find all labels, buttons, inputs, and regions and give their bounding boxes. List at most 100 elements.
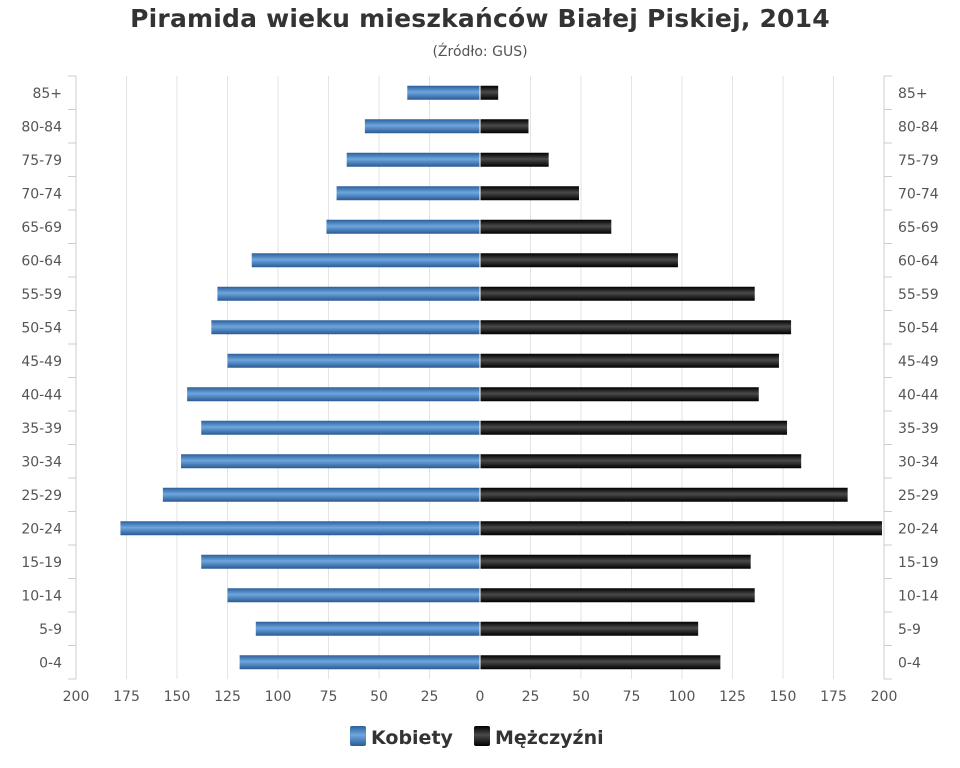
category-label-left: 45-49 xyxy=(21,354,62,370)
category-label-right: 10-14 xyxy=(898,588,939,604)
bar-kobiety[interactable] xyxy=(336,186,480,201)
bar-kobiety[interactable] xyxy=(201,420,481,435)
tick-labels: 200 175 150 125 100 75 50 25 0 25 50 75 100 125 150 175… xyxy=(21,86,938,705)
x-tick-label: 100 xyxy=(669,689,696,705)
category-label-left: 10-14 xyxy=(21,588,62,604)
category-label-left: 65-69 xyxy=(21,220,62,236)
category-label-left: 50-54 xyxy=(21,320,62,336)
legend[interactable]: Kobiety Mężczyźni xyxy=(350,726,604,749)
bar-kobiety[interactable] xyxy=(211,320,480,335)
category-label-left: 5-9 xyxy=(39,622,62,638)
category-label-right: 55-59 xyxy=(898,287,939,303)
legend-label: Mężczyźni xyxy=(495,727,604,749)
legend-swatch xyxy=(350,726,366,746)
category-label-right: 40-44 xyxy=(898,387,939,403)
category-label-right: 50-54 xyxy=(898,320,939,336)
x-tick-label: 100 xyxy=(265,689,292,705)
bar-mezczyzni[interactable] xyxy=(480,554,751,569)
bar-mezczyzni[interactable] xyxy=(480,521,882,536)
x-tick-label: 150 xyxy=(164,689,191,705)
category-label-left: 25-29 xyxy=(21,488,62,504)
bar-kobiety[interactable] xyxy=(346,152,480,167)
axes xyxy=(68,75,892,680)
category-label-left: 55-59 xyxy=(21,287,62,303)
category-label-right: 20-24 xyxy=(898,521,939,537)
bars xyxy=(120,76,882,679)
bar-mezczyzni[interactable] xyxy=(480,420,788,435)
legend-label: Kobiety xyxy=(371,727,454,749)
bar-mezczyzni[interactable] xyxy=(480,219,612,234)
x-tick-label: 200 xyxy=(63,689,90,705)
x-tick-label: 50 xyxy=(370,689,388,705)
bar-mezczyzni[interactable] xyxy=(480,621,699,636)
bar-kobiety[interactable] xyxy=(217,286,480,301)
x-tick-label: 125 xyxy=(719,689,746,705)
bar-kobiety[interactable] xyxy=(326,219,480,234)
category-label-right: 30-34 xyxy=(898,454,939,470)
category-label-left: 35-39 xyxy=(21,421,62,437)
x-tick-label: 50 xyxy=(572,689,590,705)
bar-kobiety[interactable] xyxy=(239,655,480,670)
category-label-right: 25-29 xyxy=(898,488,939,504)
legend-swatch xyxy=(474,726,490,746)
x-tick-label: 150 xyxy=(770,689,797,705)
x-tick-label: 125 xyxy=(214,689,241,705)
bar-kobiety[interactable] xyxy=(162,487,481,502)
x-tick-label: 75 xyxy=(623,689,641,705)
category-label-left: 80-84 xyxy=(21,119,62,135)
legend-item-mezczyzni[interactable]: Mężczyźni xyxy=(474,726,604,749)
bar-mezczyzni[interactable] xyxy=(480,85,499,100)
bar-kobiety[interactable] xyxy=(227,353,481,368)
bar-kobiety[interactable] xyxy=(255,621,480,636)
chart-subtitle: (Źródło: GUS) xyxy=(432,44,528,60)
category-label-right: 45-49 xyxy=(898,354,939,370)
category-label-right: 80-84 xyxy=(898,119,939,135)
category-label-left: 20-24 xyxy=(21,521,62,537)
category-label-right: 0-4 xyxy=(898,655,921,671)
category-label-left: 0-4 xyxy=(39,655,62,671)
bar-mezczyzni[interactable] xyxy=(480,454,802,469)
x-tick-label: 175 xyxy=(820,689,847,705)
bar-mezczyzni[interactable] xyxy=(480,487,848,502)
category-label-left: 30-34 xyxy=(21,454,62,470)
chart-title: Piramida wieku mieszkańców Białej Piskie… xyxy=(130,4,830,33)
x-tick-label: 25 xyxy=(522,689,540,705)
bar-mezczyzni[interactable] xyxy=(480,253,678,268)
bar-kobiety[interactable] xyxy=(201,554,481,569)
bar-mezczyzni[interactable] xyxy=(480,286,755,301)
category-label-right: 65-69 xyxy=(898,220,939,236)
bar-kobiety[interactable] xyxy=(181,454,481,469)
bar-kobiety[interactable] xyxy=(227,588,481,603)
category-label-right: 70-74 xyxy=(898,186,939,202)
bar-kobiety[interactable] xyxy=(364,119,480,134)
category-label-left: 70-74 xyxy=(21,186,62,202)
category-label-right: 35-39 xyxy=(898,421,939,437)
bar-kobiety[interactable] xyxy=(120,521,480,536)
bar-mezczyzni[interactable] xyxy=(480,186,579,201)
bar-kobiety[interactable] xyxy=(407,85,480,100)
legend-item-kobiety[interactable]: Kobiety xyxy=(350,726,454,749)
bar-mezczyzni[interactable] xyxy=(480,320,792,335)
x-tick-label: 25 xyxy=(421,689,439,705)
bar-mezczyzni[interactable] xyxy=(480,152,549,167)
category-label-left: 15-19 xyxy=(21,555,62,571)
x-tick-label: 75 xyxy=(320,689,338,705)
bar-mezczyzni[interactable] xyxy=(480,119,529,134)
bar-mezczyzni[interactable] xyxy=(480,353,779,368)
x-tick-label: 200 xyxy=(871,689,898,705)
bar-mezczyzni[interactable] xyxy=(480,655,721,670)
category-label-right: 75-79 xyxy=(898,153,939,169)
bar-mezczyzni[interactable] xyxy=(480,588,755,603)
x-tick-label: 175 xyxy=(113,689,140,705)
bar-mezczyzni[interactable] xyxy=(480,387,759,402)
bar-kobiety[interactable] xyxy=(187,387,480,402)
category-label-left: 60-64 xyxy=(21,253,62,269)
bar-kobiety[interactable] xyxy=(251,253,480,268)
x-tick-label: 0 xyxy=(476,689,485,705)
category-label-right: 85+ xyxy=(898,86,928,102)
category-label-left: 85+ xyxy=(32,86,62,102)
category-label-right: 60-64 xyxy=(898,253,939,269)
category-label-right: 15-19 xyxy=(898,555,939,571)
category-label-left: 40-44 xyxy=(21,387,62,403)
